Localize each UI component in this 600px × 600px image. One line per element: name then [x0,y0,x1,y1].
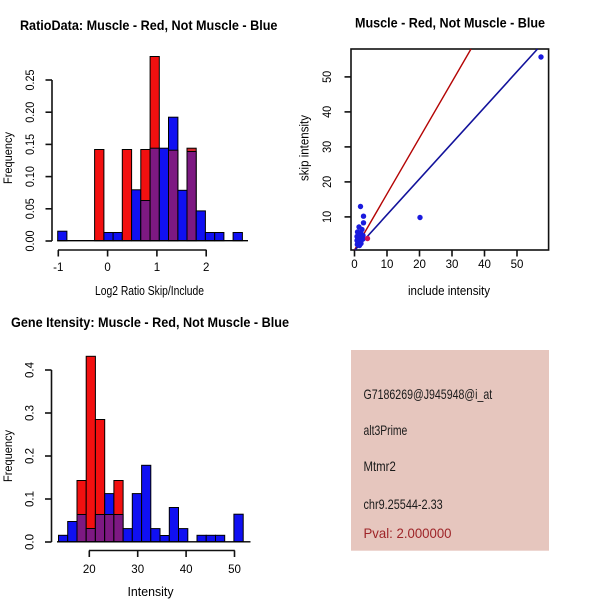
svg-text:0.4: 0.4 [25,361,37,378]
svg-text:0: 0 [351,259,357,271]
svg-text:10: 10 [322,211,334,223]
svg-text:-1: -1 [53,262,63,274]
svg-text:0.0: 0.0 [25,534,37,550]
svg-text:Frequency: Frequency [1,132,15,184]
svg-text:0.00: 0.00 [25,231,37,252]
svg-text:G7186269@J945948@i_at: G7186269@J945948@i_at [364,386,493,402]
svg-text:Intensity: Intensity [128,585,175,599]
svg-text:30: 30 [131,564,144,576]
svg-text:Pval: 2.000000: Pval: 2.000000 [364,525,452,541]
svg-text:alt3Prime: alt3Prime [364,422,408,438]
svg-text:20: 20 [322,176,334,188]
svg-text:0.15: 0.15 [25,134,37,155]
svg-text:Frequency: Frequency [1,430,15,482]
svg-text:10: 10 [381,259,394,271]
svg-text:20: 20 [413,259,426,271]
svg-text:40: 40 [478,259,491,271]
svg-text:50: 50 [511,259,524,271]
svg-text:0.10: 0.10 [25,166,37,187]
svg-text:20: 20 [83,564,96,576]
svg-text:50: 50 [322,71,334,83]
svg-text:50: 50 [228,564,241,576]
svg-text:40: 40 [322,106,334,118]
svg-text:Log2 Ratio Skip/Include: Log2 Ratio Skip/Include [95,284,204,298]
svg-text:40: 40 [180,564,193,576]
svg-text:0.3: 0.3 [25,405,37,421]
svg-text:0.25: 0.25 [25,70,37,91]
svg-text:0.20: 0.20 [25,102,37,123]
svg-text:2: 2 [203,262,209,274]
svg-text:30: 30 [322,141,334,153]
svg-text:1: 1 [154,262,160,274]
svg-text:RatioData: Muscle - Red, Not M: RatioData: Muscle - Red, Not Muscle - Bl… [20,17,278,33]
svg-text:skip intensity: skip intensity [298,114,312,181]
svg-text:chr9.25544-2.33: chr9.25544-2.33 [364,496,443,512]
svg-text:0: 0 [104,262,110,274]
svg-text:Mtmr2: Mtmr2 [364,458,396,474]
svg-text:0.2: 0.2 [25,448,37,464]
svg-text:Muscle - Red, Not Muscle - Blu: Muscle - Red, Not Muscle - Blue [355,15,545,31]
svg-text:include intensity: include intensity [408,284,491,298]
svg-text:Gene Itensity: Muscle - Red, N: Gene Itensity: Muscle - Red, Not Muscle … [11,314,289,330]
svg-text:0.05: 0.05 [25,198,37,219]
svg-text:0.1: 0.1 [25,491,37,507]
svg-text:30: 30 [446,259,459,271]
